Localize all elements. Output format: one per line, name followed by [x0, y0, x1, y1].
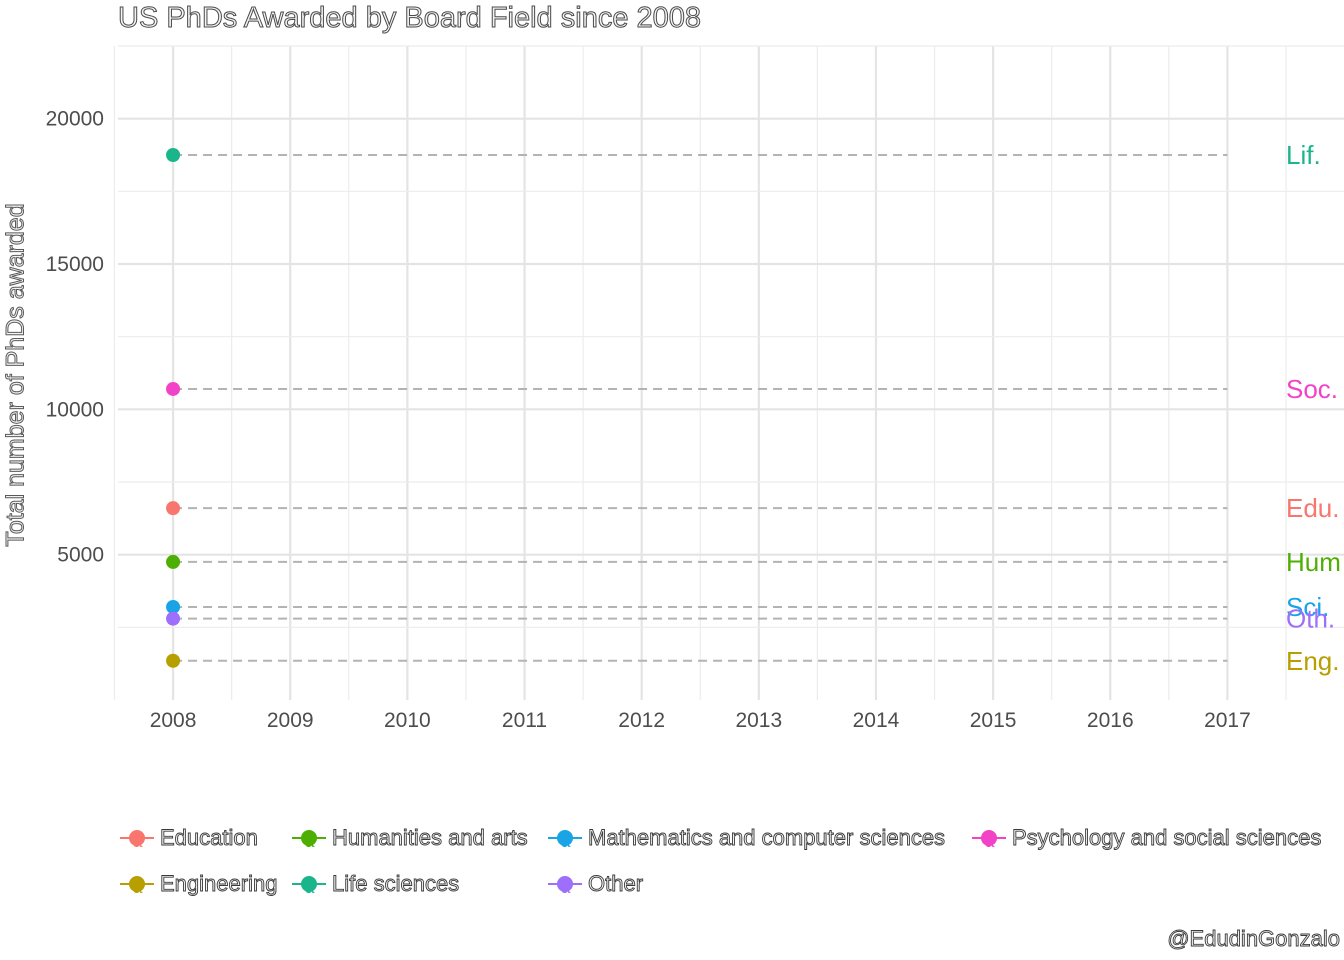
legend-key: a: [970, 818, 1008, 858]
x-tick-label: 2013: [735, 709, 782, 732]
series-end-label: Soc.: [1286, 374, 1338, 404]
legend-key: a: [546, 864, 584, 904]
axis-ticks: 2008 2009 2010 2011 2012 2013 2014 2015 2016 2017…: [46, 108, 1251, 732]
legend-key: a: [118, 818, 156, 858]
legend-key-dot: [557, 876, 573, 892]
x-tick-label: 2017: [1204, 709, 1251, 732]
x-tick-label: 2011: [502, 709, 547, 732]
caption: @EdudinGonzalo: [1167, 926, 1341, 952]
chart-title: US PhDs Awarded by Board Field since 200…: [117, 2, 702, 35]
legend-item: a Education: [118, 818, 258, 858]
x-tick-label: 2009: [267, 709, 314, 732]
series-end-label: Lif.: [1286, 140, 1321, 170]
legend-key: a: [546, 818, 584, 858]
legend-item: a Engineering: [118, 864, 278, 904]
data-points: [166, 148, 181, 668]
y-tick-label: 5000: [57, 544, 104, 567]
legend-label: Humanities and arts: [332, 825, 529, 851]
data-point: [166, 381, 181, 396]
series-end-label: Hum: [1286, 547, 1341, 577]
y-tick-label: 10000: [46, 398, 104, 421]
data-point: [166, 599, 181, 614]
legend-item: a Humanities and arts: [290, 818, 528, 858]
legend-label: Psychology and social sciences: [1012, 825, 1322, 851]
x-tick-label: 2016: [1087, 709, 1134, 732]
series-end-label: Oth.: [1286, 604, 1335, 634]
legend-key-glyph: a: [985, 832, 995, 851]
legend-item: a Other: [546, 864, 643, 904]
x-tick-label: 2014: [853, 709, 900, 732]
legend-key-glyph: a: [305, 878, 315, 897]
data-point: [166, 148, 181, 162]
series-end-label: Eng.: [1286, 646, 1340, 676]
y-tick-label: 15000: [46, 253, 104, 276]
legend-label: Mathematics and computer sciences: [588, 825, 946, 851]
legend-label: Other: [588, 871, 644, 897]
x-tick-label: 2015: [970, 709, 1017, 732]
x-tick-label: 2012: [618, 709, 665, 732]
legend-key-glyph: a: [561, 878, 571, 897]
legend-key: a: [290, 864, 328, 904]
legend-item: a Mathematics and computer sciences: [546, 818, 946, 858]
reference-lines: [173, 154, 1228, 662]
legend-key-dot: [129, 830, 145, 846]
legend-key-dot: [301, 830, 317, 846]
series-end-label: Edu.: [1286, 493, 1340, 523]
series-end-labels: Edu. Eng. Hum Lif. Sci.Oth. Soc.: [1286, 140, 1341, 676]
legend-label: Engineering: [160, 871, 278, 897]
legend-key-dot: [301, 876, 317, 892]
data-point: [166, 653, 181, 668]
legend-label: Education: [160, 825, 259, 851]
legend-key-dot: [981, 830, 997, 846]
legend-label: Life sciences: [332, 871, 460, 897]
legend-key-dot: [557, 830, 573, 846]
legend-item: a Psychology and social sciences: [970, 818, 1322, 858]
legend-key-glyph: a: [305, 832, 315, 851]
data-point: [166, 611, 181, 626]
series-end-label: Sci.: [1286, 592, 1329, 622]
x-tick-label: 2010: [384, 709, 431, 732]
legend-key-dot: [129, 876, 145, 892]
legend-key-glyph: a: [561, 832, 571, 851]
legend-key: a: [118, 864, 156, 904]
data-point: [166, 554, 181, 569]
legend-key-glyph: a: [133, 832, 143, 851]
legend: a Education a Engineering a Humanities and ar…: [118, 818, 1344, 918]
data-point: [166, 501, 181, 516]
y-tick-label: 20000: [46, 108, 104, 131]
legend-item: a Life sciences: [290, 864, 460, 904]
x-tick-label: 2008: [150, 709, 197, 732]
grid-lines: [113, 45, 1344, 700]
legend-key-glyph: a: [133, 878, 143, 897]
legend-key: a: [290, 818, 328, 858]
